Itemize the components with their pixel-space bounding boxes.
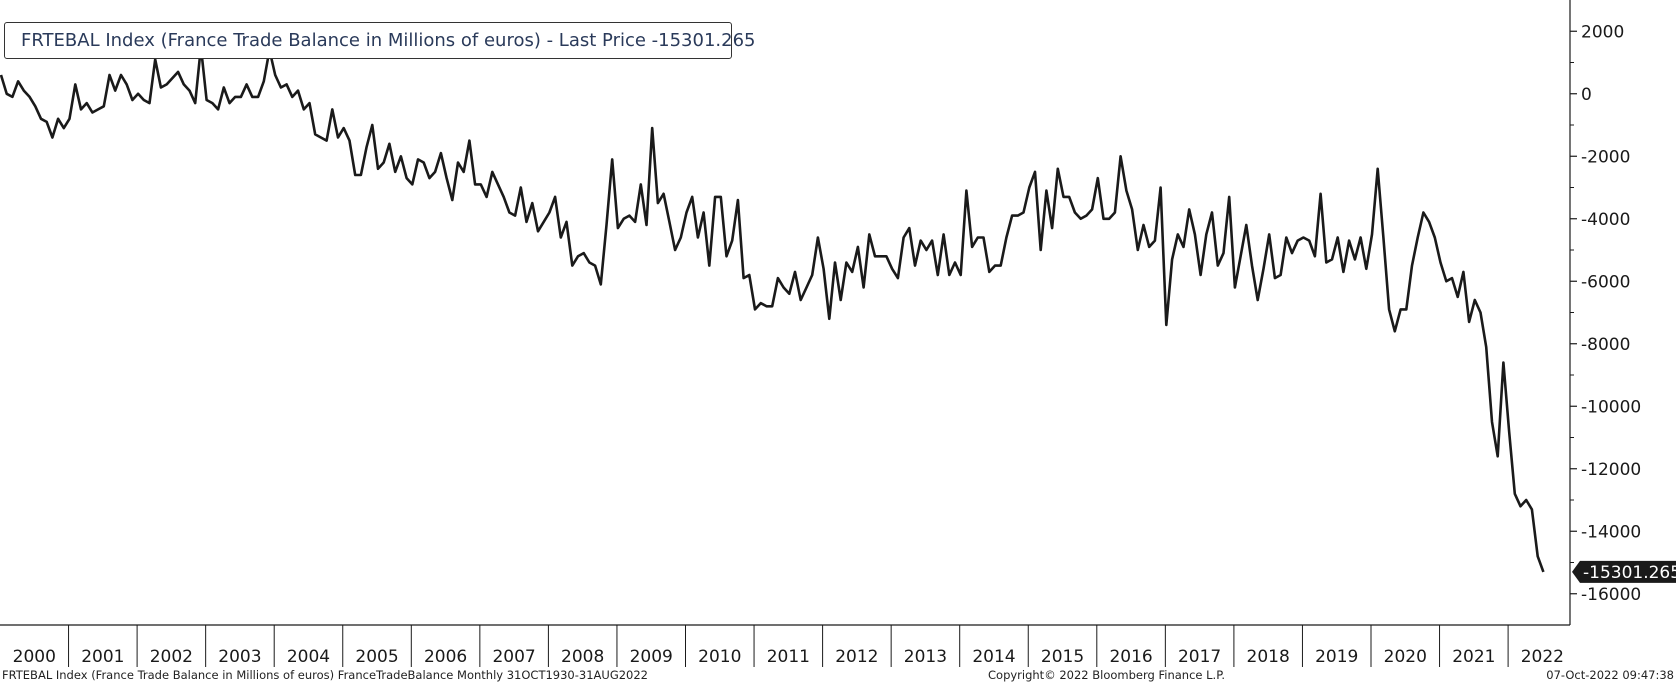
x-tick-label: 2001 xyxy=(81,647,124,667)
footer-copyright: Copyright© 2022 Bloomberg Finance L.P. xyxy=(988,668,1225,682)
y-tick-label: -10000 xyxy=(1581,397,1641,417)
x-tick-label: 2017 xyxy=(1178,647,1221,667)
x-tick-label: 2012 xyxy=(835,647,878,667)
x-tick-label: 2002 xyxy=(150,647,193,667)
y-tick-label: 2000 xyxy=(1581,22,1624,42)
x-tick-label: 2019 xyxy=(1315,647,1358,667)
legend-text: FRTEBAL Index (France Trade Balance in M… xyxy=(21,30,756,51)
y-tick-label: -12000 xyxy=(1581,460,1641,480)
x-axis: 2000 2001 2002 2003 2004 2005 2006 2007 2008 2009… xyxy=(0,624,1570,667)
footer-source: FRTEBAL Index (France Trade Balance in M… xyxy=(2,668,648,682)
x-tick-label: 2016 xyxy=(1109,647,1152,667)
x-tick-label: 2015 xyxy=(1041,647,1084,667)
x-tick-label: 2004 xyxy=(287,647,330,667)
y-tick-label: -16000 xyxy=(1581,585,1641,605)
x-tick-label: 2021 xyxy=(1452,647,1495,667)
y-tick-label: -2000 xyxy=(1581,147,1630,167)
x-tick-label: 2010 xyxy=(698,647,741,667)
x-tick-label: 2005 xyxy=(355,647,398,667)
last-value-label: -15301.265 xyxy=(1583,563,1676,583)
x-tick-label: 2011 xyxy=(767,647,810,667)
y-axis: 2000 0 -2000 -4000 -6000 -8000 -10000 -12000 -14… xyxy=(1569,0,1676,625)
x-tick-label: 2008 xyxy=(561,647,604,667)
y-tick-label: -14000 xyxy=(1581,522,1641,542)
series-line xyxy=(0,45,1545,573)
x-tick-label: 2020 xyxy=(1384,647,1427,667)
x-tick-label: 2018 xyxy=(1247,647,1290,667)
y-tick-label: -6000 xyxy=(1581,272,1630,292)
x-tick-label: 2003 xyxy=(218,647,261,667)
y-tick-label: -4000 xyxy=(1581,210,1630,230)
plot-area xyxy=(0,45,1545,573)
y-tick-label: -8000 xyxy=(1581,335,1630,355)
x-tick-label: 2014 xyxy=(972,647,1015,667)
last-value-badge-bg xyxy=(1572,560,1676,583)
x-tick-label: 2009 xyxy=(630,647,673,667)
x-tick-label: 2013 xyxy=(904,647,947,667)
x-tick-label: 2006 xyxy=(424,647,467,667)
y-tick-label: 0 xyxy=(1581,85,1592,105)
x-tick-label: 2007 xyxy=(492,647,535,667)
last-value-badge: -15301.265 xyxy=(1572,560,1676,583)
footer-timestamp: 07-Oct-2022 09:47:38 xyxy=(1546,668,1674,682)
x-tick-label: 2000 xyxy=(13,647,56,667)
x-tick-label: 2022 xyxy=(1521,647,1564,667)
legend: FRTEBAL Index (France Trade Balance in M… xyxy=(4,22,756,59)
